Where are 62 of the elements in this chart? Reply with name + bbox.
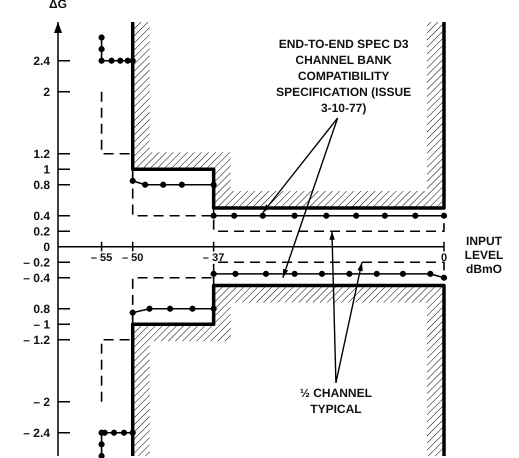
point — [400, 270, 406, 277]
point — [210, 270, 217, 277]
point — [440, 212, 448, 219]
y-tick-label: 0 — [43, 240, 50, 254]
point — [108, 58, 115, 64]
annotation: ½ CHANNEL TYPICAL — [300, 386, 372, 416]
point — [110, 430, 118, 436]
point — [98, 58, 105, 64]
point — [231, 212, 238, 219]
point — [382, 212, 388, 219]
point — [130, 58, 136, 64]
y-tick-label: – 1 — [33, 317, 50, 332]
point — [374, 270, 380, 277]
point — [189, 306, 196, 312]
point — [291, 212, 298, 219]
y-tick-label: 2.4 — [33, 54, 50, 68]
x-tick-label: 0 — [440, 252, 448, 264]
y-tick-label: – 1.2 — [23, 332, 50, 347]
point — [210, 182, 217, 188]
point — [98, 452, 105, 458]
point — [427, 270, 434, 277]
point — [318, 270, 326, 277]
annotation: END-TO-END SPEC D3 CHANNEL BANK COMPATIBILITY SPECIFICATION (ISSUE 3-10-77) — [276, 37, 412, 115]
y-tick-label: 0.8 — [33, 178, 50, 192]
x-tick-label: – 37 — [202, 252, 224, 264]
y-tick-label: – 2 — [33, 394, 50, 409]
x-tick-label: – 55 — [90, 252, 112, 264]
y-tick-label: 2 — [43, 84, 50, 99]
y-tick-label: – 2.4 — [23, 426, 50, 440]
y-tick-label: – 0.4 — [23, 270, 50, 285]
point — [160, 182, 166, 188]
point — [130, 310, 136, 316]
point — [291, 270, 298, 277]
point — [262, 270, 270, 277]
point — [232, 270, 239, 277]
point — [260, 212, 266, 219]
point — [98, 441, 105, 448]
point — [346, 270, 352, 277]
point — [440, 274, 448, 281]
point — [412, 212, 418, 219]
point — [120, 430, 128, 436]
point — [178, 182, 185, 188]
y-tick-label: 1.2 — [33, 146, 50, 161]
point — [98, 46, 105, 52]
y-tick-label: 0.4 — [33, 208, 50, 223]
point — [353, 212, 360, 219]
point — [210, 212, 217, 219]
y-tick-label: – 0.2 — [23, 255, 50, 270]
y-tick-label: 0.8 — [33, 302, 50, 316]
y-tick-label: 0.2 — [33, 224, 50, 238]
point — [142, 182, 148, 188]
point — [98, 34, 105, 41]
point — [130, 178, 136, 184]
point — [210, 306, 217, 312]
x-axis-title: INPUT LEVEL dBmO — [464, 234, 504, 276]
point — [146, 306, 153, 312]
x-tick-label: – 50 — [122, 252, 144, 264]
y-tick-label: 1 — [43, 162, 50, 176]
point — [130, 430, 136, 436]
point — [323, 212, 330, 219]
point — [166, 306, 174, 312]
point — [117, 58, 124, 64]
